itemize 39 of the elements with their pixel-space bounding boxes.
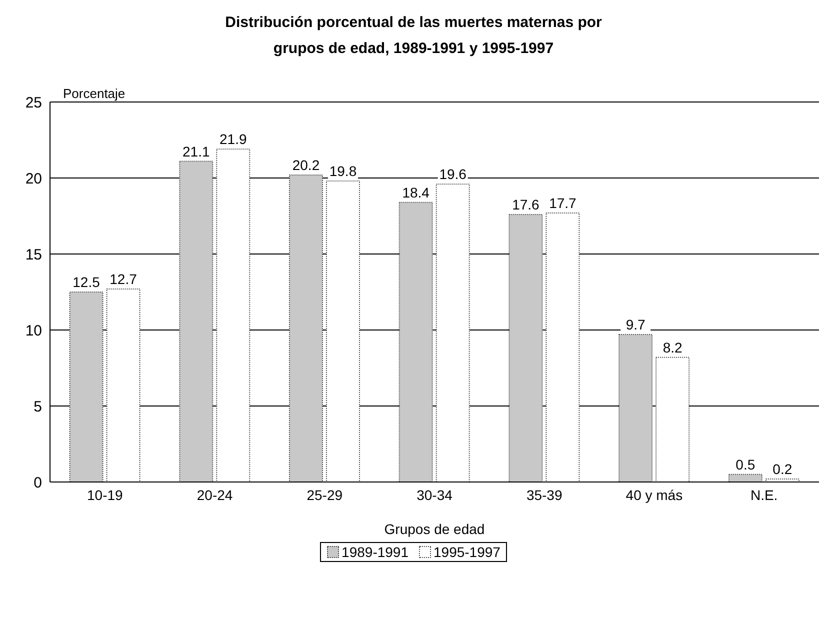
- bar: [179, 160, 214, 482]
- data-label: 21.1: [182, 143, 210, 160]
- y-tick-label: 15: [25, 246, 42, 264]
- data-label: 12.7: [110, 270, 138, 287]
- data-label: 18.4: [402, 184, 430, 200]
- data-label: 8.2: [662, 339, 682, 356]
- y-axis-title: Porcentaje: [63, 86, 126, 101]
- bar: [508, 214, 543, 482]
- y-tick-label: 10: [25, 322, 42, 340]
- x-tick-label: 25-29: [306, 486, 343, 503]
- x-tick-label: 30-34: [416, 486, 453, 503]
- y-tick-label: 0: [34, 474, 42, 492]
- data-label: 0.2: [772, 460, 792, 477]
- data-label: 9.7: [626, 316, 646, 333]
- bar: [728, 474, 762, 482]
- x-tick-label: N.E.: [750, 486, 778, 503]
- bar: [398, 202, 433, 482]
- y-tick-label: 5: [34, 398, 42, 416]
- data-label: 19.6: [439, 166, 467, 182]
- bar: [618, 334, 653, 482]
- legend-label: 1995-1997: [434, 544, 500, 560]
- data-label: 21.9: [220, 131, 247, 148]
- y-tick-label: 20: [25, 170, 42, 188]
- x-tick-label: 35-39: [526, 486, 562, 503]
- data-label: 12.5: [72, 274, 100, 290]
- data-label: 19.8: [329, 163, 357, 180]
- data-label: 0.5: [736, 456, 756, 472]
- chart-title: Distribución porcentual de las muertes maternas por grupos de edad, 1989-1991 y 1995-1997: [224, 13, 603, 59]
- y-tick-label: 25: [25, 94, 42, 112]
- data-label: 20.2: [292, 156, 320, 173]
- x-tick-label: 40 y más: [626, 486, 683, 503]
- data-label: 17.6: [512, 196, 540, 212]
- x-tick-label: 10-19: [87, 486, 124, 503]
- bar: [288, 174, 323, 482]
- bar: [69, 292, 104, 482]
- x-axis-title: Grupos de edad: [384, 521, 485, 537]
- legend-label: 1989-1991: [342, 544, 408, 560]
- x-tick-label: 20-24: [196, 486, 233, 503]
- data-label: 17.7: [549, 194, 577, 211]
